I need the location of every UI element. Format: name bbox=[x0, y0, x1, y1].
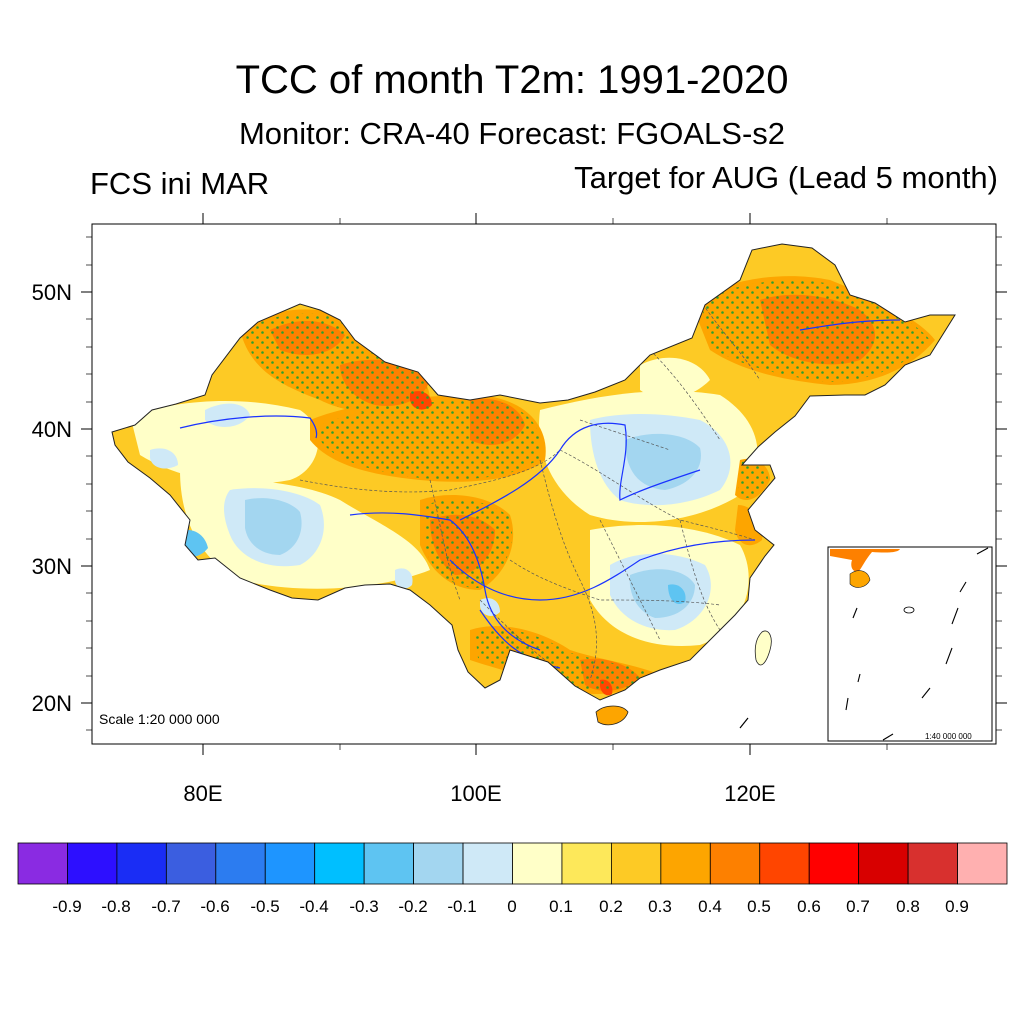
colorbar-swatch bbox=[363, 842, 414, 885]
colorbar-swatch bbox=[759, 842, 810, 885]
colorbar-label: -0.1 bbox=[447, 897, 477, 916]
colorbar-label: 0.5 bbox=[747, 897, 771, 916]
rivers bbox=[179, 319, 901, 669]
map-scale-label: Scale 1:20 000 000 bbox=[99, 711, 220, 727]
colorbar-label: 0.9 bbox=[945, 897, 969, 916]
colorbar-swatch bbox=[17, 842, 68, 885]
colorbar-swatch bbox=[561, 842, 612, 885]
colorbar-swatch bbox=[611, 842, 662, 885]
lat-label-50n: 50N bbox=[31, 280, 72, 305]
colorbar-label: 0.2 bbox=[599, 897, 623, 916]
target-label: Target for AUG (Lead 5 month) bbox=[574, 160, 998, 195]
colorbar-swatch bbox=[215, 842, 266, 885]
colorbar-label: 0.7 bbox=[846, 897, 870, 916]
colorbar-swatch bbox=[709, 842, 761, 885]
colorbar-swatch bbox=[413, 842, 464, 885]
lon-label-120e: 120E bbox=[724, 781, 776, 806]
colorbar-label: 0.1 bbox=[549, 897, 573, 916]
island-mark bbox=[739, 717, 749, 729]
colorbar-swatch bbox=[67, 842, 118, 885]
south-china-sea-inset bbox=[827, 546, 993, 742]
colorbar-label: -0.9 bbox=[52, 897, 82, 916]
inset-scale-label: 1:40 000 000 bbox=[925, 732, 972, 741]
initialization-label: FCS ini MAR bbox=[90, 166, 270, 201]
significance-stippling bbox=[245, 280, 930, 692]
lon-label-100e: 100E bbox=[450, 781, 502, 806]
colorbar-swatch bbox=[858, 842, 909, 885]
colorbar-label: -0.6 bbox=[200, 897, 230, 916]
colorbar-label: 0.6 bbox=[797, 897, 821, 916]
colorbar-swatch bbox=[512, 842, 563, 885]
colorbar-label: 0 bbox=[507, 897, 517, 916]
colorbar-swatch bbox=[957, 842, 1008, 885]
colorbar-label: -0.7 bbox=[151, 897, 181, 916]
lat-label-40n: 40N bbox=[31, 417, 72, 442]
lat-label-30n: 30N bbox=[31, 554, 72, 579]
lon-label-80e: 80E bbox=[183, 781, 223, 806]
colorbar-label: 0.8 bbox=[896, 897, 920, 916]
colorbar-label: -0.2 bbox=[398, 897, 428, 916]
colorbar-swatch bbox=[314, 842, 365, 885]
colorbar bbox=[17, 842, 1008, 885]
colorbar-label: -0.4 bbox=[299, 897, 329, 916]
taiwan-island bbox=[754, 630, 772, 666]
colorbar-swatch bbox=[165, 842, 217, 885]
lat-label-20n: 20N bbox=[31, 691, 72, 716]
china-border bbox=[111, 243, 956, 701]
province-boundaries bbox=[299, 299, 761, 681]
colorbar-swatch bbox=[907, 842, 958, 885]
colorbar-swatch bbox=[808, 842, 860, 885]
colorbar-label: -0.3 bbox=[349, 897, 379, 916]
colorbar-label: 0.3 bbox=[648, 897, 672, 916]
colorbar-label: -0.8 bbox=[101, 897, 131, 916]
colorbar-swatch bbox=[660, 842, 711, 885]
colorbar-swatch bbox=[462, 842, 513, 885]
colorbar-swatch bbox=[264, 842, 316, 885]
colorbar-label: -0.5 bbox=[250, 897, 280, 916]
plot-subtitle: Monitor: CRA-40 Forecast: FGOALS-s2 bbox=[238, 116, 786, 151]
colorbar-swatch bbox=[116, 842, 167, 885]
axis-ticks bbox=[81, 213, 1007, 755]
plot-title: TCC of month T2m: 1991-2020 bbox=[235, 58, 789, 102]
hainan-island bbox=[595, 705, 629, 726]
colorbar-label: 0.4 bbox=[698, 897, 722, 916]
